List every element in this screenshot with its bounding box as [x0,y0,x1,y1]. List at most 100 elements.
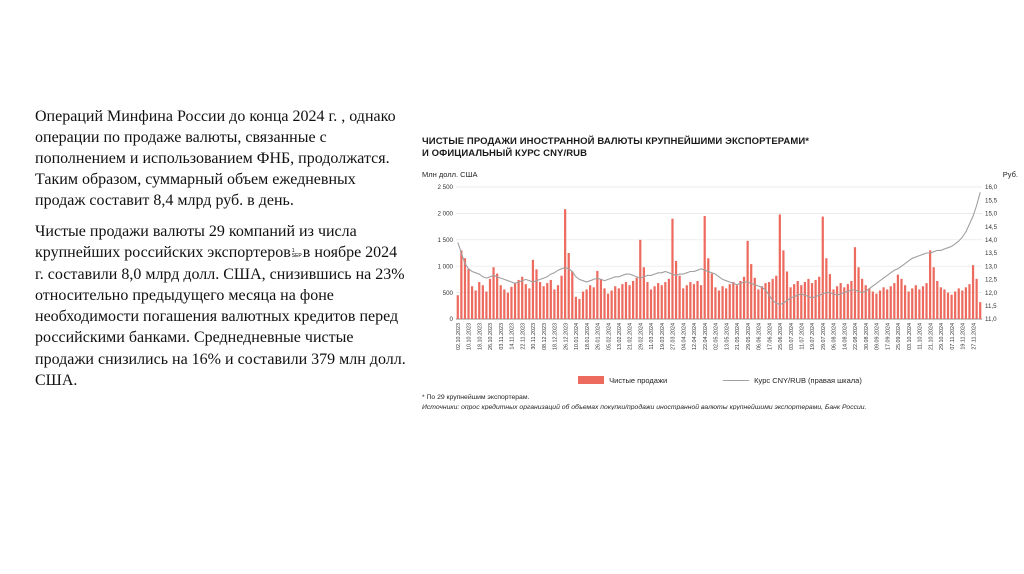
x-axis-tick: 18.12.2023 [553,323,559,350]
bar [506,292,509,319]
bar [875,293,878,319]
bar [460,250,463,319]
bar [793,283,796,319]
x-axis-tick: 02.05.2024 [714,323,720,350]
bar [535,269,538,319]
bar [889,285,892,319]
chart-legend: Чистые продажи Курс CNY/RUB (правая шкал… [422,376,1018,385]
x-axis-tick: 04.04.2024 [681,323,687,350]
bar [696,280,699,319]
bar [524,283,527,319]
rate-line [457,191,981,305]
bar [864,284,867,319]
bar [946,292,950,319]
bar [789,287,792,319]
bar [868,288,871,319]
x-axis-tick: 25.09.2024 [896,323,902,350]
footnote-sources: Источники: опрос кредитных организаций о… [422,403,867,410]
left-axis-tick: 2 000 [438,210,454,217]
x-axis-tick: 02.10.2023 [456,323,462,350]
bar [574,296,577,319]
x-axis-tick: 27.03.2024 [671,323,677,350]
bar [589,284,592,319]
bar [510,286,513,319]
right-axis-tick: 11,0 [985,316,997,323]
right-axis-tick: 15,5 [985,197,998,204]
legend-line-swatch [723,379,750,381]
x-axis-tick: 25.06.2024 [778,323,784,350]
bar [803,281,806,319]
bar [921,285,925,319]
right-axis-tick: 12,0 [985,289,998,296]
bar [682,288,685,319]
bar [664,281,667,319]
bar [925,282,928,319]
x-axis-tick: 19.11.2024 [961,323,967,350]
bar [828,273,832,319]
bar [739,280,742,319]
bar [531,259,535,319]
bar [979,301,982,319]
bar [911,288,914,319]
bar [878,290,882,319]
right-axis-tick: 14,5 [985,223,998,230]
bar [564,208,567,319]
bar [703,215,706,319]
bar [943,289,946,319]
x-axis-tick: 11.10.2024 [918,323,924,350]
right-axis-tick: 12,5 [985,276,998,283]
legend-net-sales: Чистые продажи [578,376,667,385]
bar [649,289,653,319]
x-axis-tick: 14.11.2023 [510,323,516,350]
bar [961,290,964,319]
x-axis-tick: 17.09.2024 [885,323,891,350]
right-axis-tick: 11,5 [985,303,997,310]
bar [567,252,570,319]
bar [832,289,835,319]
bar [667,278,671,319]
bar [929,250,932,319]
legend-net-sales-label: Чистые продажи [609,375,668,385]
body-text: Операций Минфина России до конца 2024 г.… [35,106,407,400]
x-axis-tick: 27.11.2024 [971,323,977,350]
bar [760,285,764,319]
bar [689,281,692,319]
bar [635,277,638,319]
bar [896,274,900,319]
bar [771,278,774,319]
x-axis-tick: 03.10.2024 [907,323,913,350]
bar [957,288,960,319]
bar [571,271,574,319]
footnote-marker-number: 1 [291,247,295,254]
bar [914,284,917,319]
bar [814,279,817,319]
x-axis-tick: 19.03.2024 [660,323,666,350]
bar [796,280,799,319]
bar [971,264,975,319]
bar [717,290,721,319]
bar [742,276,746,319]
paragraph-net-sales-part1: Чистые продажи валюты 29 компаний из чис… [35,222,357,261]
left-axis-tick: 1 500 [438,237,454,244]
x-axis-tick: 21.02.2024 [628,323,634,350]
bar [592,287,595,319]
bar [903,284,907,319]
bar [678,275,681,319]
chart-plot: 0 500 1 000 1 500 2 000 2 500 11,0 11,5 12,0 12,5… [438,184,998,350]
left-axis-tick: 2 500 [438,184,454,191]
bar [753,277,756,319]
x-axis-tick: 03.07.2024 [789,323,795,350]
bar [932,266,935,319]
bar [614,285,617,319]
chart-title-line1: ЧИСТЫЕ ПРОДАЖИ ИНОСТРАННОЙ ВАЛЮТЫ КРУПНЕ… [422,136,810,147]
legend-bar-swatch [578,376,605,385]
x-axis-tick: 06.06.2024 [757,323,763,350]
bar [882,287,885,319]
paragraph-net-sales: Чистые продажи валюты 29 компаний из чис… [35,221,407,391]
bar [975,278,978,319]
bar [492,266,495,319]
x-axis-tick: 07.11.2024 [950,323,956,350]
footnote-marker: 1 SEP [291,247,302,260]
paragraph-minfin: Операций Минфина России до конца 2024 г.… [35,108,396,210]
bar [732,281,735,319]
